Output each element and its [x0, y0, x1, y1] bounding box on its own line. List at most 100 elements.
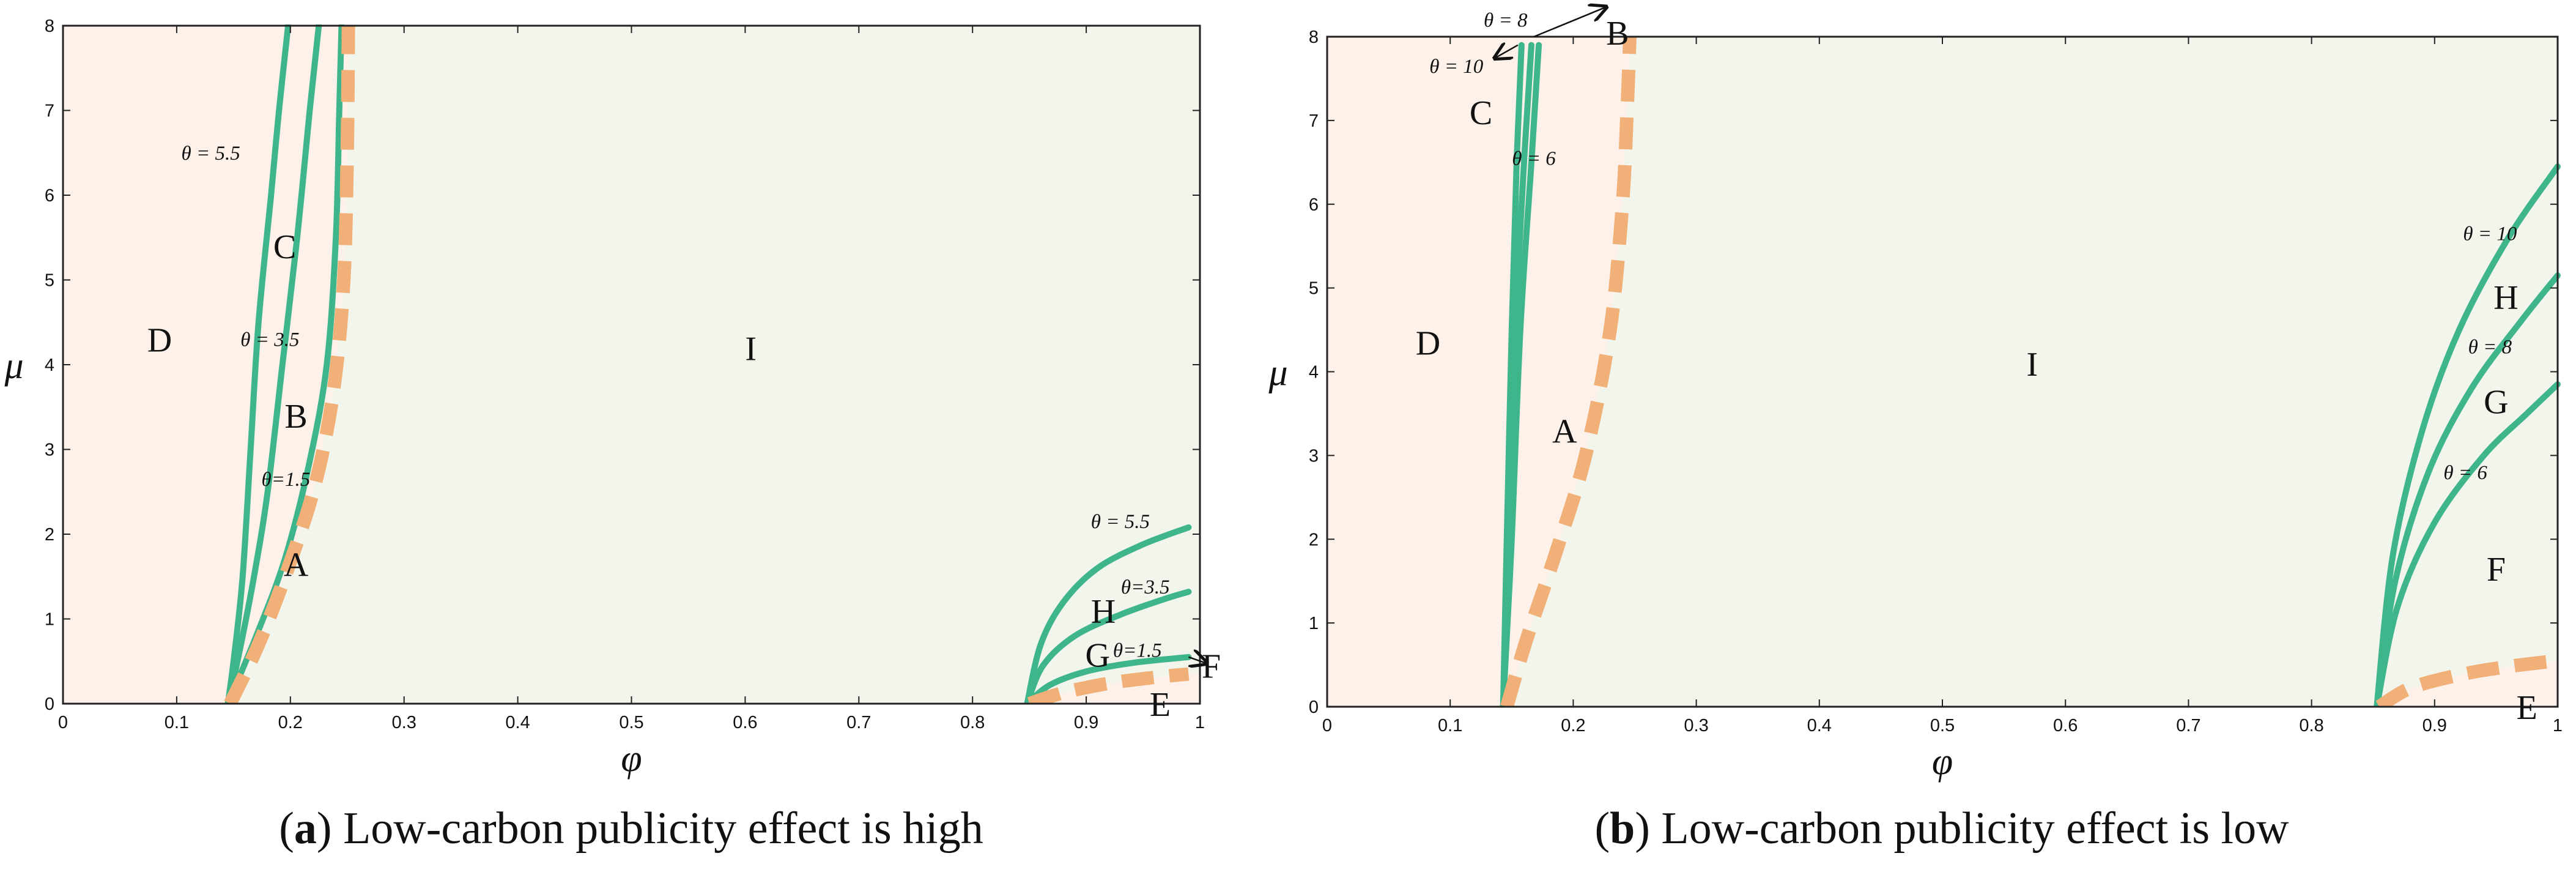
y-tick-label: 0 [1309, 698, 1319, 717]
theta-curve-6 [1024, 653, 1192, 704]
region-label: A [1552, 412, 1577, 450]
theta-curve-1 [224, 24, 322, 704]
y-axis-label: μ [1268, 352, 1287, 394]
panel-a: 0 0.1 0.2 0.3 0.4 0.5 0.6 0.7 0.8 0.9 1 0 1 2 3 4 5 6 7 8 φ μ… [4, 17, 1221, 854]
theta-annotation: θ=1.5 [1113, 640, 1162, 662]
region-label: A [284, 546, 309, 584]
region-label: C [273, 228, 296, 266]
region-right-fill [1029, 674, 1200, 704]
caption-letter: a [294, 803, 317, 854]
y-tick-label: 0 [45, 694, 54, 714]
panel-b: 0 0.1 0.2 0.3 0.4 0.5 0.6 0.7 0.8 0.9 1 0 1 2 3 4 5 6 7 8 φ μ… [1268, 7, 2563, 854]
theta-annotation: θ = 5.5 [182, 143, 240, 165]
x-tick-label: 0 [58, 713, 68, 732]
caption-text: Low-carbon publicity effect is low [1661, 803, 2289, 854]
y-tick-label: 4 [45, 356, 54, 375]
x-tick-label: 0.7 [2176, 716, 2200, 735]
y-tick-label: 4 [1309, 363, 1319, 382]
x-tick-label: 0.3 [1684, 716, 1708, 735]
x-tick-label: 0.5 [619, 713, 643, 732]
region-label: I [2027, 346, 2038, 384]
x-tick-label: 0.2 [278, 713, 303, 732]
region-left-fill [63, 26, 349, 704]
x-tick-label: 0.7 [846, 713, 871, 732]
theta-curve-5 [1024, 589, 1192, 704]
region-label: F [1202, 648, 1221, 686]
theta-curve-6 [2374, 381, 2561, 707]
dashed-boundary-7 [1027, 667, 1190, 704]
x-tick-label: 0.9 [1074, 713, 1098, 732]
theta-annotation: θ=3.5 [1121, 576, 1170, 598]
y-tick-label: 6 [1309, 195, 1319, 215]
theta-curve-0 [224, 24, 292, 704]
x-tick-label: 0.1 [1438, 716, 1462, 735]
region-label: F [2487, 551, 2506, 589]
theta-curve-4 [1024, 524, 1192, 704]
y-tick-label: 3 [1309, 446, 1319, 466]
region-label: I [745, 330, 757, 368]
theta-annotation: θ = 3.5 [240, 329, 299, 351]
theta-annotation: θ = 8 [2468, 336, 2512, 358]
theta-annotation: θ=1.5 [261, 469, 310, 491]
x-tick-label: 0.4 [505, 713, 530, 732]
y-tick-label: 7 [1309, 111, 1319, 131]
boundary-curves [224, 24, 1192, 704]
region-label: E [1150, 686, 1171, 724]
x-tick-label: 0.5 [1930, 716, 1955, 735]
y-tick-label: 5 [1309, 279, 1319, 299]
region-right-fill [2379, 660, 2558, 707]
y-tick-label: 7 [45, 102, 54, 121]
x-axis-label: φ [1932, 741, 1953, 783]
y-tick-label: 8 [45, 17, 54, 36]
y-tick-label: 2 [1309, 530, 1319, 549]
x-tick-label: 0.1 [165, 713, 189, 732]
x-tick-label: 1 [1195, 713, 1205, 732]
region-label: D [147, 321, 172, 359]
dashed-boundary-3 [224, 25, 355, 704]
x-tick-label: 0.3 [392, 713, 416, 732]
y-tick-label: 1 [1309, 614, 1319, 633]
theta-annotation: θ = 5.5 [1091, 511, 1150, 533]
panel-caption: (a) Low-carbon publicity effect is high [279, 803, 983, 854]
theta-curve-4 [2374, 163, 2561, 707]
caption-letter: b [1610, 803, 1635, 854]
dashed-boundary-7 [2375, 653, 2559, 707]
theta-annotation: θ = 10 [2463, 223, 2517, 245]
y-axis-label: μ [4, 345, 23, 387]
boundary-curves [1500, 36, 2561, 707]
caption-text: Low-carbon publicity effect is high [343, 803, 983, 854]
region-label: G [1085, 637, 1109, 675]
pointer-arrow [1188, 657, 1205, 663]
theta-annotation: θ = 6 [1512, 147, 1556, 169]
theta-curve-5 [2374, 272, 2561, 707]
pointer-arrow [1496, 45, 1519, 58]
theta-annotation: θ = 6 [2443, 462, 2487, 484]
y-tick-label: 1 [45, 610, 54, 630]
x-tick-label: 0.2 [1561, 716, 1585, 735]
region-label: B [1606, 15, 1629, 53]
x-tick-label: 0.4 [1807, 716, 1832, 735]
y-tick-label: 2 [45, 525, 54, 545]
region-label: B [284, 398, 307, 436]
x-tick-label: 0.9 [2422, 716, 2447, 735]
region-label: G [2484, 383, 2508, 421]
y-tick-label: 6 [45, 186, 54, 206]
y-tick-label: 3 [45, 441, 54, 460]
x-tick-label: 0.8 [960, 713, 985, 732]
theta-curve-2 [1500, 42, 1542, 707]
y-tick-label: 5 [45, 271, 54, 291]
dashed-boundary-3 [1500, 36, 1637, 707]
x-tick-label: 1 [2553, 716, 2563, 735]
x-tick-label: 0.6 [2053, 716, 2078, 735]
x-tick-label: 0 [1322, 716, 1332, 735]
region-label: C [1470, 94, 1492, 132]
x-tick-label: 0.6 [733, 713, 757, 732]
region-label: H [1091, 593, 1116, 631]
y-tick-label: 8 [1309, 28, 1319, 47]
pointer-arrow [1533, 7, 1605, 38]
theta-annotation: θ = 8 [1484, 10, 1528, 32]
panel-caption: (b) Low-carbon publicity effect is low [1594, 803, 2289, 854]
x-axis-label: φ [621, 738, 642, 780]
region-label: D [1416, 325, 1440, 363]
